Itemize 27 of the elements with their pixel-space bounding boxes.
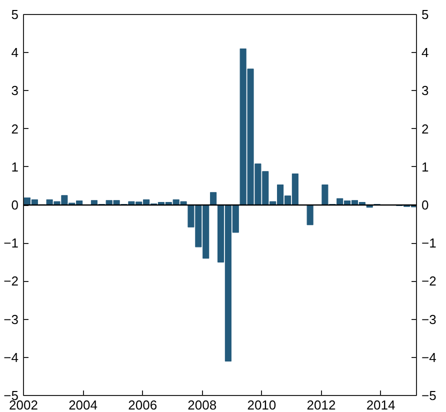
- y2-tick-label: 2: [422, 121, 429, 136]
- x-tick-label: 2010: [247, 398, 276, 412]
- y-tick-label: −1: [4, 236, 19, 251]
- x-tick-label: 2004: [68, 398, 98, 412]
- y-tick-label: −2: [4, 274, 19, 289]
- y-tick-label: 2: [11, 121, 19, 136]
- y-tick-label: 5: [11, 7, 19, 22]
- y-tick-label: 4: [11, 45, 19, 60]
- x-tick-label: 2014: [366, 398, 396, 412]
- y2-tick-label: 1: [422, 159, 429, 174]
- y2-tick-label: −1: [422, 236, 436, 251]
- y2-tick-label: −2: [422, 274, 436, 289]
- y2-tick-label: 4: [422, 45, 429, 60]
- y-tick-label: −4: [4, 350, 19, 365]
- x-tick-label: 2008: [188, 398, 217, 412]
- x-tick-label: 2012: [306, 398, 336, 412]
- y-tick-label: 1: [11, 159, 19, 174]
- x-tick-label: 2006: [128, 398, 158, 412]
- y2-tick-label: −5: [422, 388, 436, 403]
- y-tick-label: 0: [11, 198, 19, 212]
- y2-tick-label: −3: [422, 312, 436, 327]
- y2-tick-label: 5: [422, 7, 429, 22]
- y-tick-label: 3: [11, 83, 19, 98]
- y2-tick-label: 3: [422, 83, 429, 98]
- y-tick-label: −3: [4, 312, 19, 327]
- y2-tick-label: −4: [422, 350, 436, 365]
- y2-tick-label: 0: [422, 198, 429, 212]
